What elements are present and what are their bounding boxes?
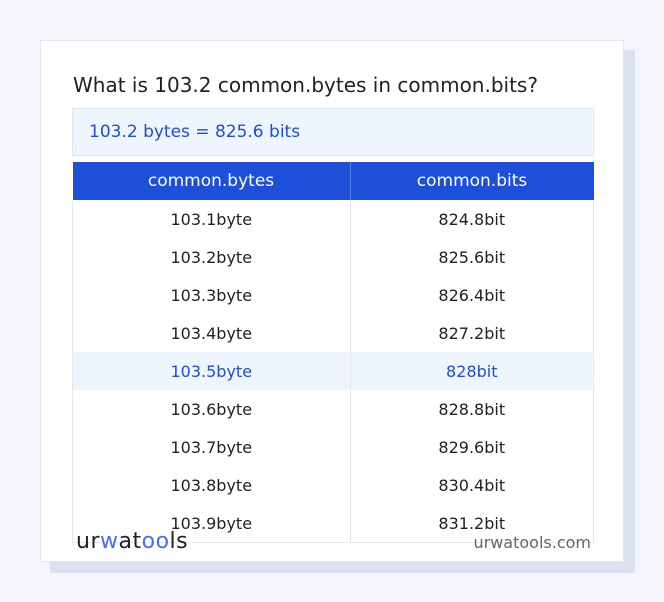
- bits-cell: 824.8bit: [349, 200, 595, 238]
- conversion-table: common.bytes common.bits 103.1byte 824.8b…: [72, 162, 595, 543]
- bits-cell: 830.4bit: [349, 466, 595, 504]
- column-header-bytes: common.bytes: [72, 162, 351, 200]
- site-link[interactable]: urwatools.com: [473, 533, 592, 552]
- bytes-cell: 103.2byte: [72, 238, 351, 276]
- bytes-cell: 103.3byte: [72, 276, 351, 314]
- bits-cell: 825.6bit: [349, 238, 595, 276]
- bits-cell: 829.6bit: [349, 428, 595, 466]
- bits-cell: 827.2bit: [349, 314, 595, 352]
- bits-cell: 828bit: [349, 352, 595, 390]
- bits-cell: 828.8bit: [349, 390, 595, 428]
- page-title: What is 103.2 common.bytes in common.bit…: [73, 73, 538, 97]
- table-row: 103.9byte 831.2bit: [72, 504, 595, 543]
- bytes-cell: 103.6byte: [72, 390, 351, 428]
- column-header-bits: common.bits: [349, 162, 594, 200]
- bits-cell: 831.2bit: [349, 504, 595, 543]
- converter-card: What is 103.2 common.bytes in common.bit…: [40, 40, 624, 562]
- bytes-cell: 103.1byte: [72, 200, 351, 238]
- table-row: 103.5byte 828bit: [72, 352, 595, 390]
- table-row: 103.3byte 826.4bit: [72, 276, 595, 314]
- bytes-cell: 103.9byte: [72, 504, 351, 543]
- table-row: 103.8byte 830.4bit: [72, 466, 595, 504]
- bytes-cell: 103.5byte: [72, 352, 351, 390]
- bytes-cell: 103.4byte: [72, 314, 351, 352]
- table-row: 103.6byte 828.8bit: [72, 390, 595, 428]
- conversion-result: 103.2 bytes = 825.6 bits: [72, 108, 594, 156]
- bytes-cell: 103.8byte: [72, 466, 351, 504]
- urwatools-logo[interactable]: urwatools: [76, 529, 189, 554]
- table-row: 103.2byte 825.6bit: [72, 238, 595, 276]
- table-row: 103.7byte 829.6bit: [72, 428, 595, 466]
- table-row: 103.1byte 824.8bit: [72, 200, 595, 238]
- bits-cell: 826.4bit: [349, 276, 595, 314]
- table-row: 103.4byte 827.2bit: [72, 314, 595, 352]
- bytes-cell: 103.7byte: [72, 428, 351, 466]
